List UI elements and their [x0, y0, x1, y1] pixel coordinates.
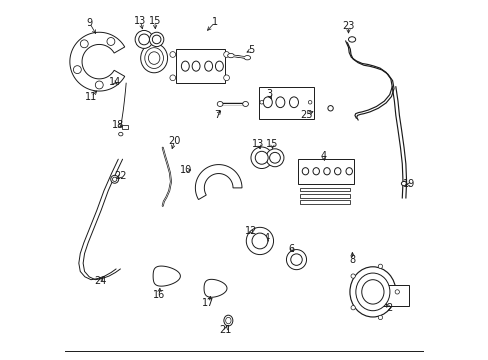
Text: 4: 4: [320, 150, 326, 161]
Bar: [298, 159, 353, 184]
Text: 24: 24: [94, 276, 106, 286]
Ellipse shape: [225, 318, 230, 324]
Ellipse shape: [260, 100, 263, 104]
Ellipse shape: [135, 31, 153, 48]
Polygon shape: [203, 279, 226, 297]
Ellipse shape: [401, 181, 406, 186]
Ellipse shape: [327, 105, 333, 111]
Text: 13: 13: [134, 17, 146, 27]
Text: 25: 25: [299, 110, 312, 120]
Bar: [122, 125, 128, 129]
Text: 9: 9: [86, 18, 92, 28]
Ellipse shape: [350, 274, 355, 278]
Ellipse shape: [394, 290, 399, 294]
Polygon shape: [70, 32, 124, 91]
Ellipse shape: [181, 61, 189, 71]
Text: 8: 8: [349, 255, 355, 265]
Text: 10: 10: [180, 165, 192, 175]
Ellipse shape: [346, 168, 352, 175]
Ellipse shape: [334, 168, 340, 175]
Ellipse shape: [192, 61, 200, 71]
Text: 3: 3: [265, 89, 271, 99]
Polygon shape: [195, 165, 242, 199]
Ellipse shape: [361, 280, 383, 304]
Ellipse shape: [350, 306, 355, 310]
Text: 2: 2: [386, 303, 392, 314]
Ellipse shape: [286, 249, 306, 270]
Bar: [300, 194, 349, 198]
Ellipse shape: [312, 168, 319, 175]
Bar: [300, 188, 349, 191]
Ellipse shape: [169, 75, 175, 81]
Ellipse shape: [302, 168, 308, 175]
Ellipse shape: [107, 37, 115, 45]
Ellipse shape: [152, 35, 161, 44]
Ellipse shape: [223, 51, 229, 57]
Ellipse shape: [73, 66, 81, 73]
Ellipse shape: [308, 100, 311, 104]
Ellipse shape: [169, 51, 175, 57]
Ellipse shape: [148, 52, 160, 64]
Text: 11: 11: [85, 92, 97, 102]
Text: 14: 14: [108, 77, 121, 87]
Ellipse shape: [217, 102, 223, 107]
Ellipse shape: [139, 34, 149, 45]
Ellipse shape: [378, 264, 382, 269]
Text: 23: 23: [342, 21, 354, 31]
Text: 1: 1: [212, 17, 218, 27]
Ellipse shape: [204, 61, 212, 71]
Ellipse shape: [244, 55, 250, 60]
Ellipse shape: [289, 97, 298, 108]
Text: 15: 15: [148, 17, 161, 27]
Ellipse shape: [265, 149, 284, 167]
Text: 13: 13: [251, 139, 264, 149]
Ellipse shape: [223, 75, 229, 81]
Ellipse shape: [224, 315, 232, 326]
Ellipse shape: [251, 233, 267, 249]
Ellipse shape: [112, 177, 117, 181]
Ellipse shape: [269, 152, 280, 163]
Text: 7: 7: [214, 110, 220, 120]
Text: 19: 19: [402, 179, 414, 189]
Ellipse shape: [227, 53, 234, 58]
Ellipse shape: [348, 37, 355, 42]
Text: 12: 12: [244, 226, 257, 236]
Polygon shape: [153, 266, 180, 286]
Text: 22: 22: [114, 171, 127, 181]
Ellipse shape: [290, 254, 302, 265]
Text: 21: 21: [219, 325, 232, 335]
Bar: [382, 285, 408, 306]
Ellipse shape: [144, 48, 163, 68]
Ellipse shape: [149, 32, 163, 46]
Text: 15: 15: [266, 139, 278, 149]
Ellipse shape: [242, 102, 248, 107]
Ellipse shape: [255, 151, 267, 164]
Text: 6: 6: [288, 244, 294, 254]
Ellipse shape: [119, 132, 122, 136]
Text: 14: 14: [259, 233, 271, 243]
Ellipse shape: [141, 43, 167, 73]
Bar: [258, 87, 314, 119]
Ellipse shape: [275, 97, 285, 108]
Text: 20: 20: [168, 136, 181, 146]
Text: 16: 16: [153, 291, 165, 301]
FancyArrowPatch shape: [232, 56, 245, 58]
Ellipse shape: [95, 81, 103, 89]
Ellipse shape: [246, 227, 273, 255]
Ellipse shape: [323, 168, 329, 175]
Ellipse shape: [110, 175, 119, 183]
Text: 17: 17: [202, 298, 214, 308]
Ellipse shape: [215, 61, 223, 71]
Text: 5: 5: [247, 45, 254, 55]
Bar: [300, 201, 349, 204]
Text: 18: 18: [112, 121, 124, 130]
Bar: [176, 49, 224, 83]
Ellipse shape: [80, 40, 88, 48]
Ellipse shape: [263, 97, 272, 108]
Ellipse shape: [349, 267, 395, 317]
Ellipse shape: [378, 315, 382, 320]
Ellipse shape: [355, 273, 389, 311]
Ellipse shape: [250, 147, 272, 168]
